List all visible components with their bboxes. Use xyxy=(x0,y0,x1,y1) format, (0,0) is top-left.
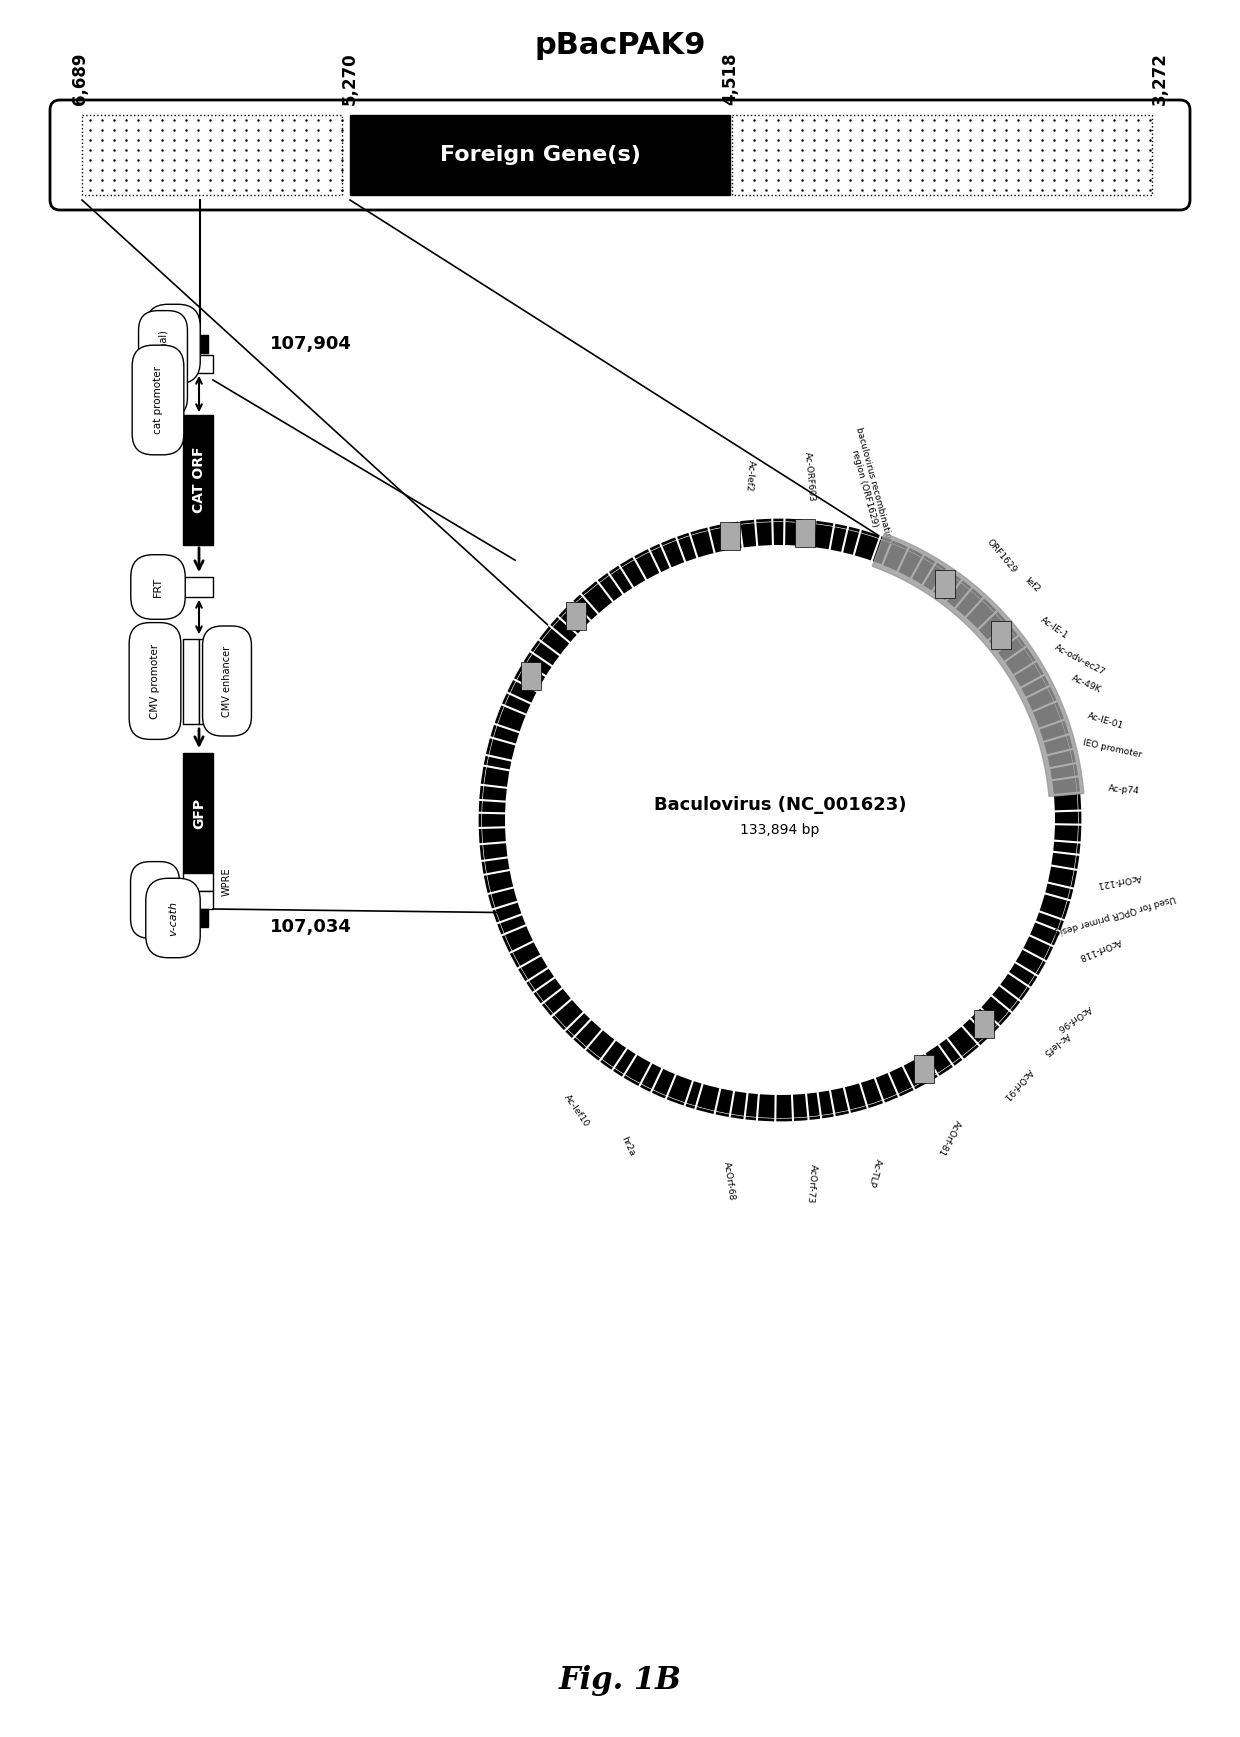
Bar xyxy=(82,115,342,195)
Bar xyxy=(973,1009,993,1037)
Text: CAT ORF: CAT ORF xyxy=(192,446,206,512)
Text: ORF1629: ORF1629 xyxy=(985,537,1018,575)
Text: AcOrf-91: AcOrf-91 xyxy=(1001,1067,1034,1101)
Bar xyxy=(184,415,213,545)
Bar xyxy=(914,1056,934,1084)
Text: Ac-p74: Ac-p74 xyxy=(1107,783,1140,796)
Bar xyxy=(991,620,1011,650)
Text: Foreign Gene(s): Foreign Gene(s) xyxy=(439,144,640,165)
Text: v-cath: v-cath xyxy=(167,900,179,936)
Text: Ac-lef10: Ac-lef10 xyxy=(562,1093,590,1129)
Text: GFP: GFP xyxy=(192,797,206,829)
Text: Ac-ORF603: Ac-ORF603 xyxy=(804,452,817,502)
Text: Ac-lef2: Ac-lef2 xyxy=(744,460,756,492)
Text: SV40pA: SV40pA xyxy=(150,881,160,919)
Circle shape xyxy=(505,545,1055,1094)
Bar xyxy=(184,354,213,373)
Polygon shape xyxy=(873,533,1084,797)
Bar xyxy=(184,577,213,598)
Text: 5,270: 5,270 xyxy=(341,52,360,104)
FancyBboxPatch shape xyxy=(50,101,1190,210)
Text: CMV enhancer: CMV enhancer xyxy=(222,646,232,717)
Bar xyxy=(350,115,730,195)
Bar xyxy=(732,115,1152,195)
Text: Ac-lef5: Ac-lef5 xyxy=(1040,1030,1071,1056)
Text: pBacPAK9: pBacPAK9 xyxy=(534,31,706,59)
Text: Ac-49K: Ac-49K xyxy=(1070,674,1102,695)
Text: CMV promoter: CMV promoter xyxy=(150,643,160,719)
Text: Ac-IE-1: Ac-IE-1 xyxy=(1039,615,1070,641)
Text: 107,904: 107,904 xyxy=(270,335,352,353)
Text: hr2a: hr2a xyxy=(620,1134,636,1157)
Bar xyxy=(184,891,213,908)
Text: cat promoter: cat promoter xyxy=(153,367,162,434)
Text: AcOrf-96: AcOrf-96 xyxy=(1055,1004,1094,1034)
Text: 6,689: 6,689 xyxy=(71,52,89,104)
Text: AcOrf-121: AcOrf-121 xyxy=(1097,872,1142,888)
Bar xyxy=(521,662,541,690)
Bar xyxy=(188,908,208,928)
Text: AcOrf-81: AcOrf-81 xyxy=(936,1119,962,1157)
Text: 133,894 bp: 133,894 bp xyxy=(740,823,820,837)
Text: Fig. 1B: Fig. 1B xyxy=(558,1664,682,1695)
Text: Ac-TLP: Ac-TLP xyxy=(867,1157,883,1188)
Bar xyxy=(184,639,198,724)
Text: Used for QPCR primer design: Used for QPCR primer design xyxy=(1047,893,1177,938)
Text: FRT: FRT xyxy=(153,577,162,598)
Bar xyxy=(567,603,587,631)
Text: v-cath: v-cath xyxy=(167,327,179,361)
Text: IEO promoter: IEO promoter xyxy=(1083,738,1143,761)
Circle shape xyxy=(482,523,1078,1119)
Text: AcOrf-68: AcOrf-68 xyxy=(722,1162,737,1202)
Text: 3,272: 3,272 xyxy=(1151,52,1169,104)
Bar xyxy=(720,523,740,551)
Bar xyxy=(795,519,815,547)
Text: AcOrf-73: AcOrf-73 xyxy=(806,1164,818,1204)
Text: Ac-odv-ec27: Ac-odv-ec27 xyxy=(1053,643,1107,677)
Bar xyxy=(188,335,208,353)
Text: baculovirus recombination
region (ORF1629): baculovirus recombination region (ORF162… xyxy=(844,426,894,547)
Bar xyxy=(935,570,955,598)
Bar xyxy=(198,639,213,724)
Text: Ac-IE-01: Ac-IE-01 xyxy=(1086,710,1125,730)
Text: lef2: lef2 xyxy=(1023,575,1042,594)
Text: WPRE: WPRE xyxy=(222,868,232,896)
Text: AcOrf-118: AcOrf-118 xyxy=(1078,936,1122,962)
Text: Baculovirus (NC_001623): Baculovirus (NC_001623) xyxy=(653,796,906,815)
Text: FRT (minimal): FRT (minimal) xyxy=(157,330,167,398)
Text: 107,034: 107,034 xyxy=(270,917,352,936)
Bar xyxy=(184,874,213,891)
Text: 4,518: 4,518 xyxy=(720,52,739,104)
Bar xyxy=(184,754,213,874)
